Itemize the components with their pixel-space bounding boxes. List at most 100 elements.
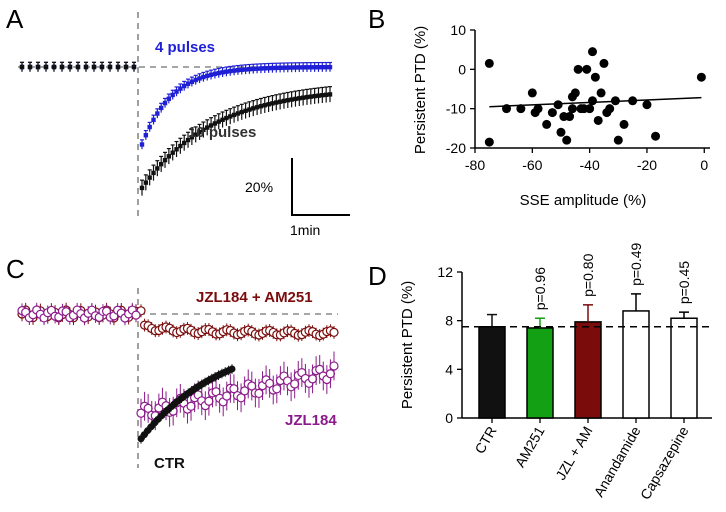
data-point-1 — [91, 64, 97, 70]
data-point-0 — [239, 67, 244, 73]
data-point-1 — [83, 64, 89, 70]
data-point-1 — [75, 64, 81, 70]
p-value-label: p=0.80 — [580, 253, 596, 296]
data-point-0 — [304, 65, 310, 70]
scatter-point — [553, 100, 563, 110]
data-point-1 — [147, 175, 152, 180]
data-point-0 — [166, 96, 172, 101]
data-point-0 — [139, 142, 145, 147]
p-value-label: p=0.96 — [532, 267, 548, 310]
data-point-0 — [220, 70, 225, 75]
data-point-1 — [166, 154, 172, 159]
data-point-1 — [205, 125, 210, 130]
y-tick-label: 4 — [445, 361, 453, 377]
data-point-1 — [312, 93, 317, 99]
data-point-1 — [323, 92, 329, 98]
data-point-1 — [216, 119, 221, 124]
data-point-1 — [254, 388, 264, 399]
panel-letter-a: A — [6, 4, 24, 34]
data-point-0 — [193, 77, 198, 83]
data-point-0 — [224, 69, 229, 74]
data-point-1 — [201, 127, 206, 133]
scatter-point — [588, 47, 597, 57]
data-point-1 — [224, 115, 229, 121]
x-tick-label: 0 — [700, 157, 708, 173]
data-point-1 — [186, 401, 196, 411]
category-label: Capsazepine — [637, 423, 692, 502]
scatter-point — [567, 104, 577, 114]
data-point-0 — [231, 68, 237, 73]
panel-letter-c: C — [6, 254, 25, 284]
scatter-point — [642, 100, 652, 110]
data-point-0 — [235, 67, 241, 73]
scatter-point — [533, 104, 543, 114]
label-ctr: CTR — [154, 455, 185, 472]
scale-bar — [291, 158, 350, 216]
data-point-1 — [272, 384, 282, 394]
data-point-0 — [212, 71, 218, 77]
data-point-0 — [329, 327, 339, 337]
data-point-1 — [107, 64, 113, 70]
data-point-0 — [155, 111, 160, 116]
data-point-1 — [281, 98, 287, 104]
scatter-point — [590, 72, 600, 82]
data-point-1 — [185, 137, 191, 143]
data-point-0 — [247, 66, 252, 72]
data-point-1 — [178, 143, 183, 149]
data-point-1 — [304, 94, 310, 100]
data-point-2 — [228, 365, 236, 373]
y-tick-label: -20 — [446, 140, 466, 156]
data-point-1 — [182, 140, 187, 146]
bar — [478, 326, 506, 419]
label-jzl184: JZL184 — [285, 412, 337, 429]
scatter-point — [605, 104, 615, 114]
scatter-point — [596, 88, 606, 98]
panel-c: JZL184 + AM251 JZL184 CTR — [17, 288, 339, 472]
bar — [526, 327, 554, 419]
data-point-1 — [19, 64, 25, 70]
data-point-0 — [281, 65, 287, 70]
scatter-point — [613, 135, 623, 145]
data-point-1 — [231, 112, 237, 118]
data-point-0 — [205, 73, 210, 79]
data-point-1 — [235, 111, 241, 116]
data-point-0 — [274, 65, 279, 71]
data-point-1 — [67, 64, 73, 70]
d-bars — [478, 293, 698, 419]
data-point-1 — [99, 64, 105, 70]
bar — [574, 321, 602, 419]
data-point-1 — [131, 64, 137, 70]
data-point-0 — [254, 66, 260, 71]
data-point-0 — [170, 92, 175, 98]
panel-a: 4 pulses 10 pulses 20% 1min — [18, 12, 350, 238]
b-points — [484, 47, 706, 147]
data-point-1 — [258, 104, 264, 109]
data-point-1 — [212, 121, 218, 126]
scatter-point — [565, 112, 575, 122]
scatter-point — [651, 131, 661, 141]
data-point-1 — [43, 64, 49, 70]
scale-y-label: 20% — [245, 179, 273, 195]
b-xlabel: SSE amplitude (%) — [520, 192, 647, 209]
data-point-0 — [189, 79, 195, 84]
b-ticks: -80 -60 -40 -20 0 -20 -10 0 10 — [446, 22, 709, 173]
panel-letter-d: D — [368, 261, 387, 291]
data-point-1 — [27, 64, 33, 70]
data-point-1 — [293, 96, 298, 102]
data-point-1 — [59, 64, 65, 70]
y-tick-label: 12 — [437, 264, 453, 280]
data-point-1 — [327, 92, 333, 97]
data-point-1 — [51, 64, 57, 70]
data-point-1 — [193, 132, 198, 137]
panel-letter-b: B — [368, 4, 385, 34]
data-point-0 — [266, 65, 271, 71]
data-point-1 — [270, 101, 275, 106]
data-point-1 — [290, 379, 300, 389]
data-point-1 — [274, 100, 279, 105]
data-point-0 — [251, 66, 256, 72]
data-point-0 — [320, 64, 325, 70]
data-point-1 — [247, 107, 252, 112]
category-label: Anandamide — [590, 423, 643, 499]
scatter-point — [585, 104, 595, 114]
data-point-1 — [143, 180, 149, 185]
